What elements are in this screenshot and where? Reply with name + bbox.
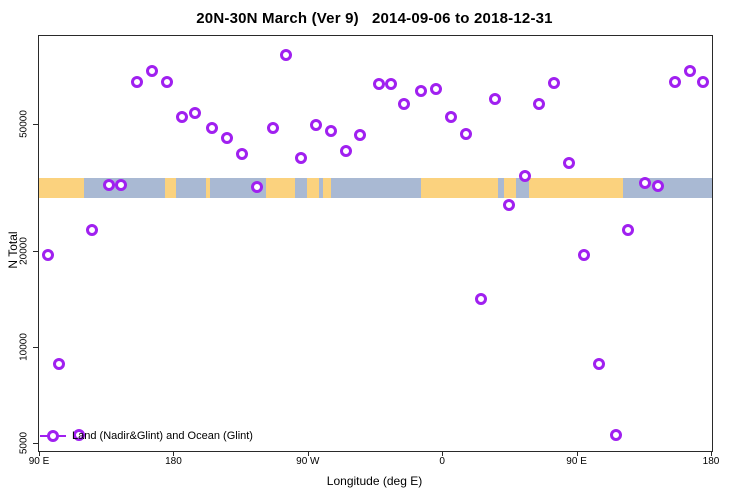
data-point (86, 223, 99, 236)
chart-title: 20N-30N March (Ver 9) 2014-09-06 to 2018… (196, 10, 553, 27)
x-axis-tick (442, 451, 444, 456)
x-axis-tick (711, 451, 712, 456)
data-point (622, 223, 635, 236)
data-point (384, 78, 397, 91)
data-point (668, 76, 681, 89)
data-point (577, 249, 590, 262)
y-axis-title: N Total (6, 231, 20, 269)
data-point (72, 429, 85, 442)
map-band-land-segment (307, 178, 320, 199)
data-point (474, 293, 487, 306)
data-point (547, 77, 560, 90)
data-point (638, 176, 651, 189)
data-point (353, 128, 366, 141)
data-point (160, 76, 173, 89)
y-axis-tick (33, 123, 38, 125)
x-axis-tick (173, 451, 175, 456)
data-point (131, 76, 144, 89)
y-axis-tick (33, 250, 38, 252)
y-axis-tick-label: 10000 (18, 333, 30, 361)
y-axis-tick-label: 5000 (18, 431, 30, 455)
legend-label: Land (Nadir&Glint) and Ocean (Glint) (72, 430, 253, 442)
data-point (373, 78, 385, 91)
data-point (683, 64, 696, 77)
data-point (102, 178, 115, 191)
data-point (41, 249, 54, 262)
data-point (235, 148, 248, 161)
data-point (562, 156, 575, 169)
data-point (310, 118, 323, 131)
data-point (146, 64, 159, 77)
x-axis-tick (307, 451, 309, 456)
x-axis-tick-label: 0 (439, 456, 445, 467)
x-axis-tick-label: 180 (165, 456, 182, 467)
data-point (610, 428, 623, 441)
data-point (175, 110, 188, 123)
map-band-land-segment (39, 178, 85, 199)
data-point (220, 132, 233, 144)
x-axis-title: Longitude (deg E) (326, 474, 423, 488)
map-band-land-segment (529, 178, 624, 199)
x-axis-tick-label: 90 W (296, 456, 320, 467)
data-point (489, 92, 502, 105)
data-point (295, 151, 308, 164)
data-point (205, 121, 218, 134)
map-band-land-segment (420, 178, 499, 199)
data-point (444, 110, 457, 123)
data-point (592, 358, 605, 371)
map-band-land-segment (165, 178, 176, 199)
data-point (325, 124, 338, 137)
x-axis-tick-label: 180 (702, 456, 720, 467)
data-point (414, 84, 427, 97)
data-point (340, 144, 353, 157)
data-point (532, 98, 545, 111)
x-axis-tick (576, 451, 578, 456)
data-point (502, 199, 515, 212)
data-point (519, 170, 532, 183)
data-point (697, 76, 710, 89)
data-point (652, 179, 665, 192)
y-axis-tick (33, 346, 38, 348)
data-point (114, 178, 127, 191)
map-band-land-segment (504, 178, 517, 199)
plot-area (38, 35, 713, 452)
map-band-land-segment (323, 178, 332, 199)
map-band-land-segment (265, 178, 296, 199)
y-axis-tick-label: 20000 (18, 236, 30, 265)
data-point (429, 82, 442, 95)
y-axis-tick (33, 442, 38, 444)
data-point (189, 106, 202, 119)
data-point (250, 180, 263, 193)
data-point (266, 121, 279, 134)
y-axis-tick-label: 50000 (18, 110, 30, 138)
data-point (280, 48, 293, 61)
map-band-land-segment (205, 178, 211, 199)
x-axis-tick-label: 90 E (28, 456, 50, 467)
data-point (398, 98, 411, 111)
x-axis-tick-label: 90 E (566, 456, 587, 467)
data-point (459, 127, 472, 140)
data-point (53, 358, 66, 371)
x-axis-tick (39, 451, 41, 456)
legend-marker-icon (47, 430, 59, 442)
